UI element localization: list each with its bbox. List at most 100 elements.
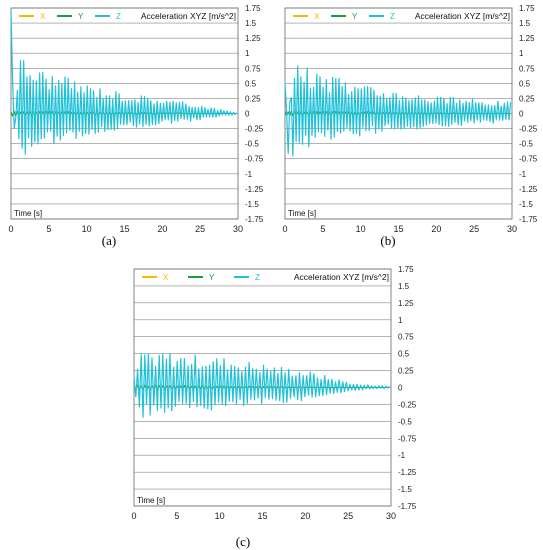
y-tick-label: -1.25 [398, 468, 417, 477]
chart-panel-c: 1.75 1.5 1.25 1 0.75 0.5 0.25 0 -0.25 -0.5 -0.75 -1… [131, 265, 417, 528]
series-line-z [133, 352, 390, 418]
y-tick-label: 0 [245, 110, 250, 119]
y-tick-label: -0.75 [398, 434, 417, 443]
x-axis-label: Time [s] [137, 496, 165, 505]
x-axis-label-box: Time [s] [286, 207, 318, 218]
x-tick-label: 15 [257, 511, 267, 521]
y-tick-label: -0.5 [519, 140, 533, 149]
y-tick-label: 1.5 [245, 19, 257, 28]
y-tick-label: 0.75 [398, 333, 414, 342]
x-tick-label: 0 [131, 511, 136, 521]
y-tick-label: 1.5 [398, 282, 410, 291]
x-tick-label: 30 [233, 224, 243, 234]
legend-background [12, 9, 237, 22]
y-tick-label: -1.25 [519, 185, 538, 194]
y-tick-label: 0.25 [398, 367, 414, 376]
y-tick-label: -1.5 [398, 485, 412, 494]
caption-a: (a) [101, 233, 117, 248]
caption-c: (c) [235, 534, 251, 549]
x-tick-label: 20 [431, 224, 441, 234]
plot-frame [10, 7, 239, 220]
legend-background [286, 9, 511, 22]
legend-label: Y [352, 12, 358, 21]
legend-label: X [163, 273, 169, 282]
chart-title: Acceleration XYZ [m/s^2] [141, 11, 236, 21]
y-tick-label: 0.75 [519, 64, 535, 73]
x-tick-label: 0 [8, 224, 13, 234]
x-tick-label: 5 [46, 224, 51, 234]
chart-title: Acceleration XYZ [m/s^2] [415, 11, 510, 21]
legend-label: Z [255, 273, 260, 282]
y-tick-label: -1.25 [245, 185, 264, 194]
y-tick-label: 0.5 [398, 350, 410, 359]
y-tick-label: -1 [519, 170, 527, 179]
legend: X Y Z [135, 270, 390, 283]
y-tick-label: -0.75 [519, 155, 538, 164]
y-tick-label: 0 [519, 110, 524, 119]
y-tick-label: -1.5 [245, 200, 259, 209]
legend: X Y Z [286, 9, 511, 22]
legend-label: Z [390, 12, 395, 21]
y-tick-label: 1.25 [245, 34, 261, 43]
y-tick-label: 0.5 [245, 79, 257, 88]
legend: X Y Z [12, 9, 237, 22]
y-tick-label: 1.25 [519, 34, 535, 43]
y-tick-label: -0.75 [245, 155, 264, 164]
x-axis-label-background [135, 494, 167, 505]
y-tick-label: -0.5 [245, 140, 259, 149]
plot-frame [133, 268, 392, 507]
y-tick-label: -0.5 [398, 417, 412, 426]
y-tick-label: -1.5 [519, 200, 533, 209]
x-tick-label: 10 [215, 511, 225, 521]
acceleration-chart-c: 1.75 1.5 1.25 1 0.75 0.5 0.25 0 -0.25 -0.5 -0.75 -1… [131, 265, 417, 521]
y-tick-label: 1.25 [398, 299, 414, 308]
x-axis-label: Time [s] [14, 209, 42, 218]
x-tick-label: 15 [393, 224, 403, 234]
x-axis-label-background [286, 207, 318, 218]
legend-background [135, 270, 390, 283]
y-tick-label: 0.5 [519, 79, 531, 88]
y-tick-label: -0.25 [398, 400, 417, 409]
y-tick-label: -1 [245, 170, 253, 179]
x-axis-label: Time [s] [288, 209, 316, 218]
y-tick-label: -1.75 [245, 215, 264, 224]
grid [285, 7, 512, 220]
y-tick-label: -0.25 [245, 125, 264, 134]
x-tick-label: 15 [119, 224, 129, 234]
chart-panel-b: 1.75 1.5 1.25 1 0.75 0.5 0.25 0 -0.25 -0.5 -0.75 -1… [282, 4, 543, 234]
x-tick-label: 25 [469, 224, 479, 234]
chart-panel-a: 1.75 1.5 1.25 1 0.75 0.5 0.25 0 -0.25 -0.5 -0.75 -1… [8, 4, 278, 234]
y-tick-label: 1 [519, 49, 524, 58]
y-tick-label: -1.75 [519, 215, 538, 224]
grid [11, 7, 238, 220]
x-axis-label-box: Time [s] [135, 494, 167, 505]
x-tick-label: 10 [82, 224, 92, 234]
y-tick-label: 0 [398, 384, 403, 393]
y-tick-label: 1.75 [519, 4, 535, 13]
y-tick-label: 1.75 [245, 4, 261, 13]
acceleration-chart-b: 1.75 1.5 1.25 1 0.75 0.5 0.25 0 -0.25 -0.5 -0.75 -1… [282, 4, 538, 234]
y-tick-label: 0.75 [245, 64, 261, 73]
y-tick-label: 0.25 [245, 94, 261, 103]
y-tick-label: 1 [245, 49, 250, 58]
x-tick-label: 20 [157, 224, 167, 234]
y-tick-label: 1.75 [398, 265, 414, 274]
legend-label: Z [116, 12, 121, 21]
x-tick-label: 5 [320, 224, 325, 234]
y-tick-label: 0.25 [519, 94, 535, 103]
y-tick-label: 1 [398, 316, 403, 325]
x-tick-label: 30 [507, 224, 517, 234]
x-axis-label-background [12, 207, 44, 218]
chart-title: Acceleration XYZ [m/s^2] [294, 272, 389, 282]
y-tick-label: -0.25 [519, 125, 538, 134]
legend-label: X [40, 12, 46, 21]
caption-b: (b) [380, 233, 396, 248]
x-tick-label: 0 [282, 224, 287, 234]
x-tick-label: 30 [386, 511, 396, 521]
y-tick-label: -1.75 [398, 502, 417, 511]
y-tick-label: -1 [398, 451, 406, 460]
legend-label: Y [78, 12, 84, 21]
acceleration-chart-a: 1.75 1.5 1.25 1 0.75 0.5 0.25 0 -0.25 -0.5 -0.75 -1… [8, 4, 264, 234]
x-tick-label: 10 [356, 224, 366, 234]
x-axis-label-box: Time [s] [12, 207, 44, 218]
